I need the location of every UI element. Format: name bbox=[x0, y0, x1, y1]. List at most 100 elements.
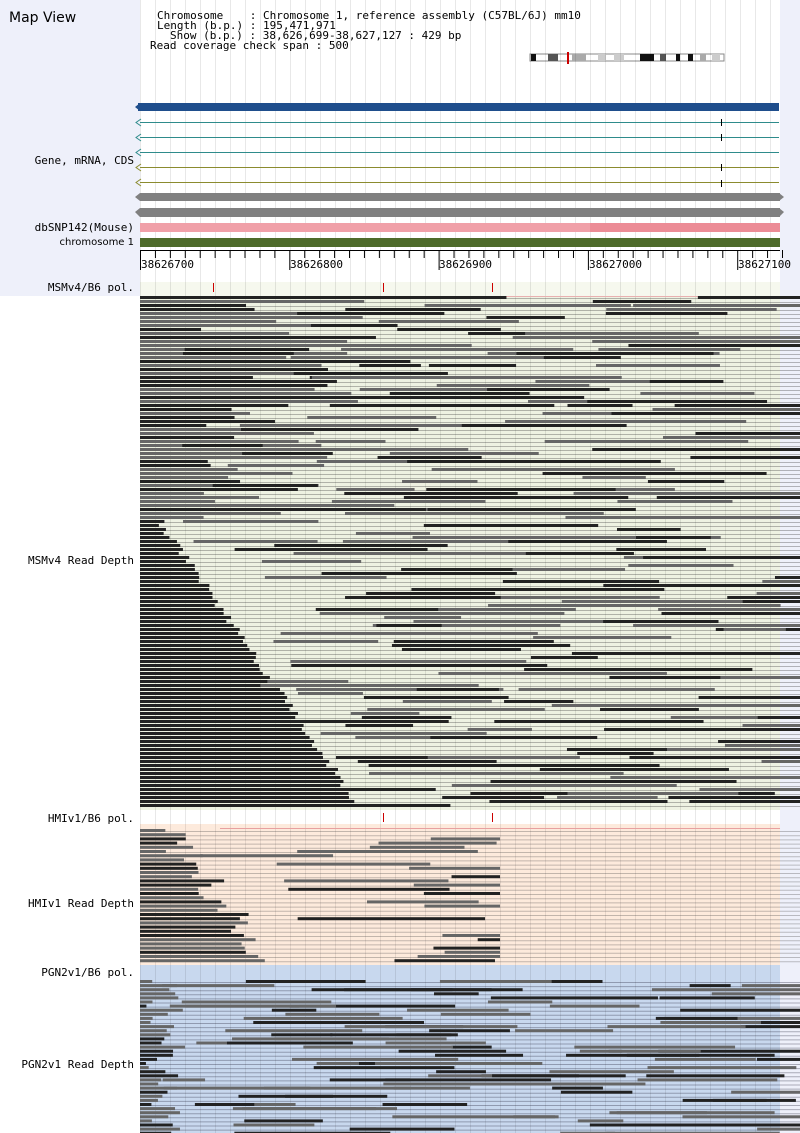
read-segment[interactable] bbox=[140, 988, 170, 992]
read-segment[interactable] bbox=[140, 512, 281, 515]
read-segment[interactable] bbox=[491, 512, 604, 515]
read-segment[interactable] bbox=[605, 312, 728, 315]
read-segment[interactable] bbox=[336, 488, 415, 491]
read-segment[interactable] bbox=[140, 356, 287, 359]
read-segment[interactable] bbox=[637, 1078, 778, 1082]
read-segment[interactable] bbox=[140, 564, 195, 567]
read-segment[interactable] bbox=[647, 1066, 797, 1070]
read-segment[interactable] bbox=[140, 344, 235, 347]
read-segment[interactable] bbox=[140, 704, 293, 707]
read-segment[interactable] bbox=[140, 904, 227, 908]
read-segment[interactable] bbox=[296, 688, 504, 691]
read-segment[interactable] bbox=[439, 424, 627, 427]
read-segment[interactable] bbox=[140, 432, 314, 435]
read-segment[interactable] bbox=[140, 871, 199, 874]
read-segment[interactable] bbox=[140, 955, 259, 958]
read-segment[interactable] bbox=[698, 696, 800, 699]
read-segment[interactable] bbox=[490, 996, 658, 1000]
read-segment[interactable] bbox=[140, 1123, 173, 1127]
read-segment[interactable] bbox=[234, 548, 428, 551]
read-segment[interactable] bbox=[140, 592, 213, 595]
read-segment[interactable] bbox=[140, 528, 166, 531]
read-segment[interactable] bbox=[486, 316, 565, 319]
read-segment[interactable] bbox=[582, 476, 646, 479]
read-segment[interactable] bbox=[140, 464, 211, 467]
read-segment[interactable] bbox=[140, 584, 210, 587]
read-segment[interactable] bbox=[369, 772, 624, 775]
read-segment[interactable] bbox=[297, 692, 363, 695]
read-segment[interactable] bbox=[350, 712, 420, 715]
read-segment[interactable] bbox=[140, 428, 295, 431]
read-segment[interactable] bbox=[140, 984, 178, 988]
read-segment[interactable] bbox=[140, 804, 357, 807]
read-segment[interactable] bbox=[162, 984, 275, 988]
read-segment[interactable] bbox=[442, 934, 500, 937]
read-segment[interactable] bbox=[140, 1057, 157, 1061]
read-segment[interactable] bbox=[140, 1025, 175, 1029]
read-segment[interactable] bbox=[285, 1094, 388, 1098]
read-segment[interactable] bbox=[647, 480, 725, 483]
read-segment[interactable] bbox=[140, 756, 323, 759]
read-segment[interactable] bbox=[140, 420, 275, 423]
read-segment[interactable] bbox=[140, 612, 224, 615]
read-segment[interactable] bbox=[140, 1115, 169, 1119]
read-segment[interactable] bbox=[756, 1057, 800, 1061]
read-segment[interactable] bbox=[402, 480, 478, 483]
read-segment[interactable] bbox=[433, 946, 500, 950]
read-segment[interactable] bbox=[140, 980, 153, 983]
read-segment[interactable] bbox=[140, 796, 349, 799]
read-segment[interactable] bbox=[212, 484, 318, 487]
read-segment[interactable] bbox=[699, 788, 800, 791]
read-segment[interactable] bbox=[140, 540, 177, 543]
read-segment[interactable] bbox=[374, 1062, 522, 1065]
read-segment[interactable] bbox=[598, 348, 741, 351]
read-segment[interactable] bbox=[428, 364, 517, 367]
read-segment[interactable] bbox=[574, 1045, 736, 1049]
read-segment[interactable] bbox=[438, 672, 667, 675]
read-segment[interactable] bbox=[140, 942, 242, 946]
read-segment[interactable] bbox=[444, 950, 500, 954]
read-segment[interactable] bbox=[617, 500, 733, 503]
read-segment[interactable] bbox=[534, 356, 621, 359]
read-segment[interactable] bbox=[405, 736, 598, 739]
read-segment[interactable] bbox=[628, 564, 734, 567]
read-segment[interactable] bbox=[140, 829, 166, 832]
read-segment[interactable] bbox=[695, 432, 800, 435]
read-segment[interactable] bbox=[269, 296, 507, 299]
read-segment[interactable] bbox=[711, 992, 800, 996]
read-segment[interactable] bbox=[140, 708, 290, 711]
read-segment[interactable] bbox=[140, 934, 244, 937]
read-segment[interactable] bbox=[376, 624, 442, 627]
read-segment[interactable] bbox=[184, 348, 310, 351]
read-segment[interactable] bbox=[140, 552, 179, 555]
read-segment[interactable] bbox=[345, 308, 481, 311]
read-segment[interactable] bbox=[242, 452, 333, 455]
read-segment[interactable] bbox=[609, 1111, 775, 1115]
read-segment[interactable] bbox=[140, 624, 234, 627]
read-segment[interactable] bbox=[411, 588, 665, 591]
read-segment[interactable] bbox=[724, 744, 800, 747]
read-segment[interactable] bbox=[293, 552, 526, 555]
read-segment[interactable] bbox=[607, 1025, 746, 1029]
read-segment[interactable] bbox=[291, 1057, 459, 1061]
read-segment[interactable] bbox=[736, 600, 800, 603]
read-segment[interactable] bbox=[140, 504, 217, 507]
read-segment[interactable] bbox=[226, 1041, 353, 1045]
read-segment[interactable] bbox=[140, 925, 236, 929]
read-segment[interactable] bbox=[140, 959, 265, 963]
read-segment[interactable] bbox=[535, 604, 781, 607]
read-segment[interactable] bbox=[753, 1123, 800, 1127]
read-segment[interactable] bbox=[363, 696, 509, 699]
read-segment[interactable] bbox=[487, 388, 610, 391]
read-segment[interactable] bbox=[632, 308, 777, 311]
read-segment[interactable] bbox=[140, 556, 190, 559]
read-segment[interactable] bbox=[140, 536, 170, 539]
read-segment[interactable] bbox=[140, 996, 179, 1000]
read-tracks[interactable] bbox=[140, 283, 800, 1133]
read-segment[interactable] bbox=[140, 917, 240, 921]
read-segment[interactable] bbox=[426, 488, 616, 491]
read-segment[interactable] bbox=[140, 1131, 172, 1133]
read-segment[interactable] bbox=[140, 448, 314, 451]
read-segment[interactable] bbox=[427, 508, 636, 511]
read-segment[interactable] bbox=[140, 328, 202, 331]
